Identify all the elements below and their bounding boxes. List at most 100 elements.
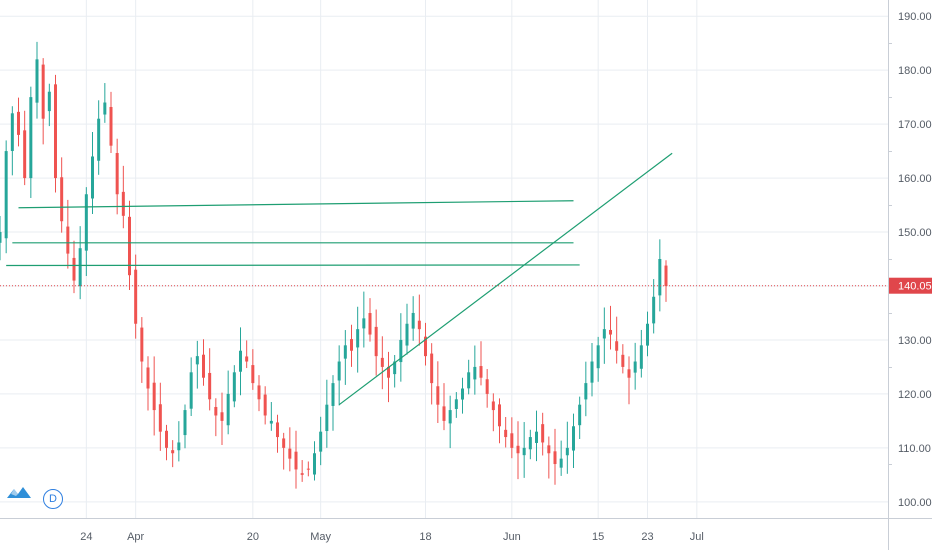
candle-body xyxy=(319,431,323,452)
candle-body xyxy=(368,313,372,335)
candle-body xyxy=(565,447,569,456)
grid-layer xyxy=(0,0,888,518)
trend-line-1[interactable] xyxy=(18,200,574,209)
candle-body xyxy=(91,156,94,199)
candle-body xyxy=(337,361,341,381)
candle-body xyxy=(430,353,434,384)
candle-body xyxy=(405,323,409,346)
candle-body xyxy=(325,404,329,432)
candle-body xyxy=(522,447,526,456)
candle-body xyxy=(220,412,224,421)
candle-body xyxy=(473,366,477,380)
candle-body xyxy=(294,451,298,470)
candle-body xyxy=(615,341,619,351)
x-tick-label: 23 xyxy=(641,531,653,543)
candle-body xyxy=(226,393,230,426)
candle-body xyxy=(424,336,427,357)
candle-body xyxy=(652,296,656,324)
tradingview-logo-icon[interactable] xyxy=(6,481,32,503)
candle-body xyxy=(300,473,304,475)
candle-body xyxy=(17,111,20,135)
last-price-tag-label: 140.05 xyxy=(898,281,932,293)
candle-body xyxy=(559,458,563,468)
candle-body xyxy=(350,339,353,351)
candle-body xyxy=(165,430,168,448)
candle-body xyxy=(276,422,279,438)
candle-body xyxy=(664,265,668,286)
candle-body xyxy=(467,372,471,389)
candle-body xyxy=(47,91,51,112)
trend-line-3[interactable] xyxy=(6,264,580,267)
candle-body xyxy=(251,365,255,384)
candle-body xyxy=(109,106,113,146)
candle-body xyxy=(658,259,662,296)
candle-body xyxy=(282,438,286,448)
x-tick-label: 18 xyxy=(419,531,431,543)
candle-body xyxy=(23,130,27,179)
x-tick-label: Jun xyxy=(503,531,521,543)
y-tick-label: 130.00 xyxy=(898,335,932,347)
y-tick-label: 100.00 xyxy=(898,497,932,509)
candle-body xyxy=(602,329,606,339)
candle-body xyxy=(306,468,310,470)
candle-body xyxy=(627,369,631,378)
x-tick-label: 20 xyxy=(247,531,259,543)
y-tick-label: 180.00 xyxy=(898,65,932,77)
candle-body xyxy=(578,404,582,426)
candle-body xyxy=(10,113,14,151)
candle-body xyxy=(177,442,181,451)
candle-body xyxy=(140,327,144,362)
candle-body xyxy=(288,448,292,459)
candle-body xyxy=(78,248,82,287)
candle-body xyxy=(158,404,162,432)
candle-body xyxy=(128,216,131,276)
candle-body xyxy=(245,356,249,362)
last-price-tag xyxy=(889,277,932,294)
candle-body xyxy=(547,445,551,454)
candle-body xyxy=(29,97,33,179)
y-tick-label: 160.00 xyxy=(898,173,932,185)
candle-body xyxy=(183,410,187,436)
y-tick-label: 190.00 xyxy=(898,11,932,23)
candle-body xyxy=(454,399,458,409)
candle-body xyxy=(263,394,267,416)
y-tick-label: 110.00 xyxy=(898,443,931,455)
candle-body xyxy=(189,372,193,409)
candle-body xyxy=(66,226,70,254)
candle-body xyxy=(498,404,501,427)
candle-body xyxy=(448,410,452,424)
candle-body xyxy=(103,102,107,115)
candle-body xyxy=(97,118,101,161)
interval-button[interactable]: D xyxy=(43,489,63,509)
candle-body xyxy=(115,153,119,195)
y-tick-label: 120.00 xyxy=(898,389,932,401)
candle-body xyxy=(535,431,538,443)
candle-body xyxy=(584,383,588,400)
y-tick-label: 170.00 xyxy=(898,119,932,131)
candle-body xyxy=(387,366,390,378)
x-tick-label: Apr xyxy=(127,531,144,543)
candle-body xyxy=(504,429,508,438)
candle-body xyxy=(609,329,612,335)
trend-lines-layer[interactable] xyxy=(0,152,888,406)
candle-body xyxy=(72,257,76,281)
candle-body xyxy=(134,269,138,324)
candle-body xyxy=(399,339,403,363)
candle-body xyxy=(60,177,64,222)
candle-body xyxy=(541,424,545,443)
candle-body xyxy=(232,372,236,402)
candle-body xyxy=(646,323,649,346)
candle-body xyxy=(479,366,483,378)
trend-line-4[interactable] xyxy=(338,152,673,406)
candle-body xyxy=(146,367,150,389)
candle-body xyxy=(208,372,212,400)
candle-body xyxy=(590,361,594,383)
candle-body xyxy=(639,345,643,369)
candle-body xyxy=(35,59,39,103)
x-tick-label: 15 xyxy=(592,531,604,543)
candle-body xyxy=(374,326,378,357)
candle-body xyxy=(491,401,495,411)
